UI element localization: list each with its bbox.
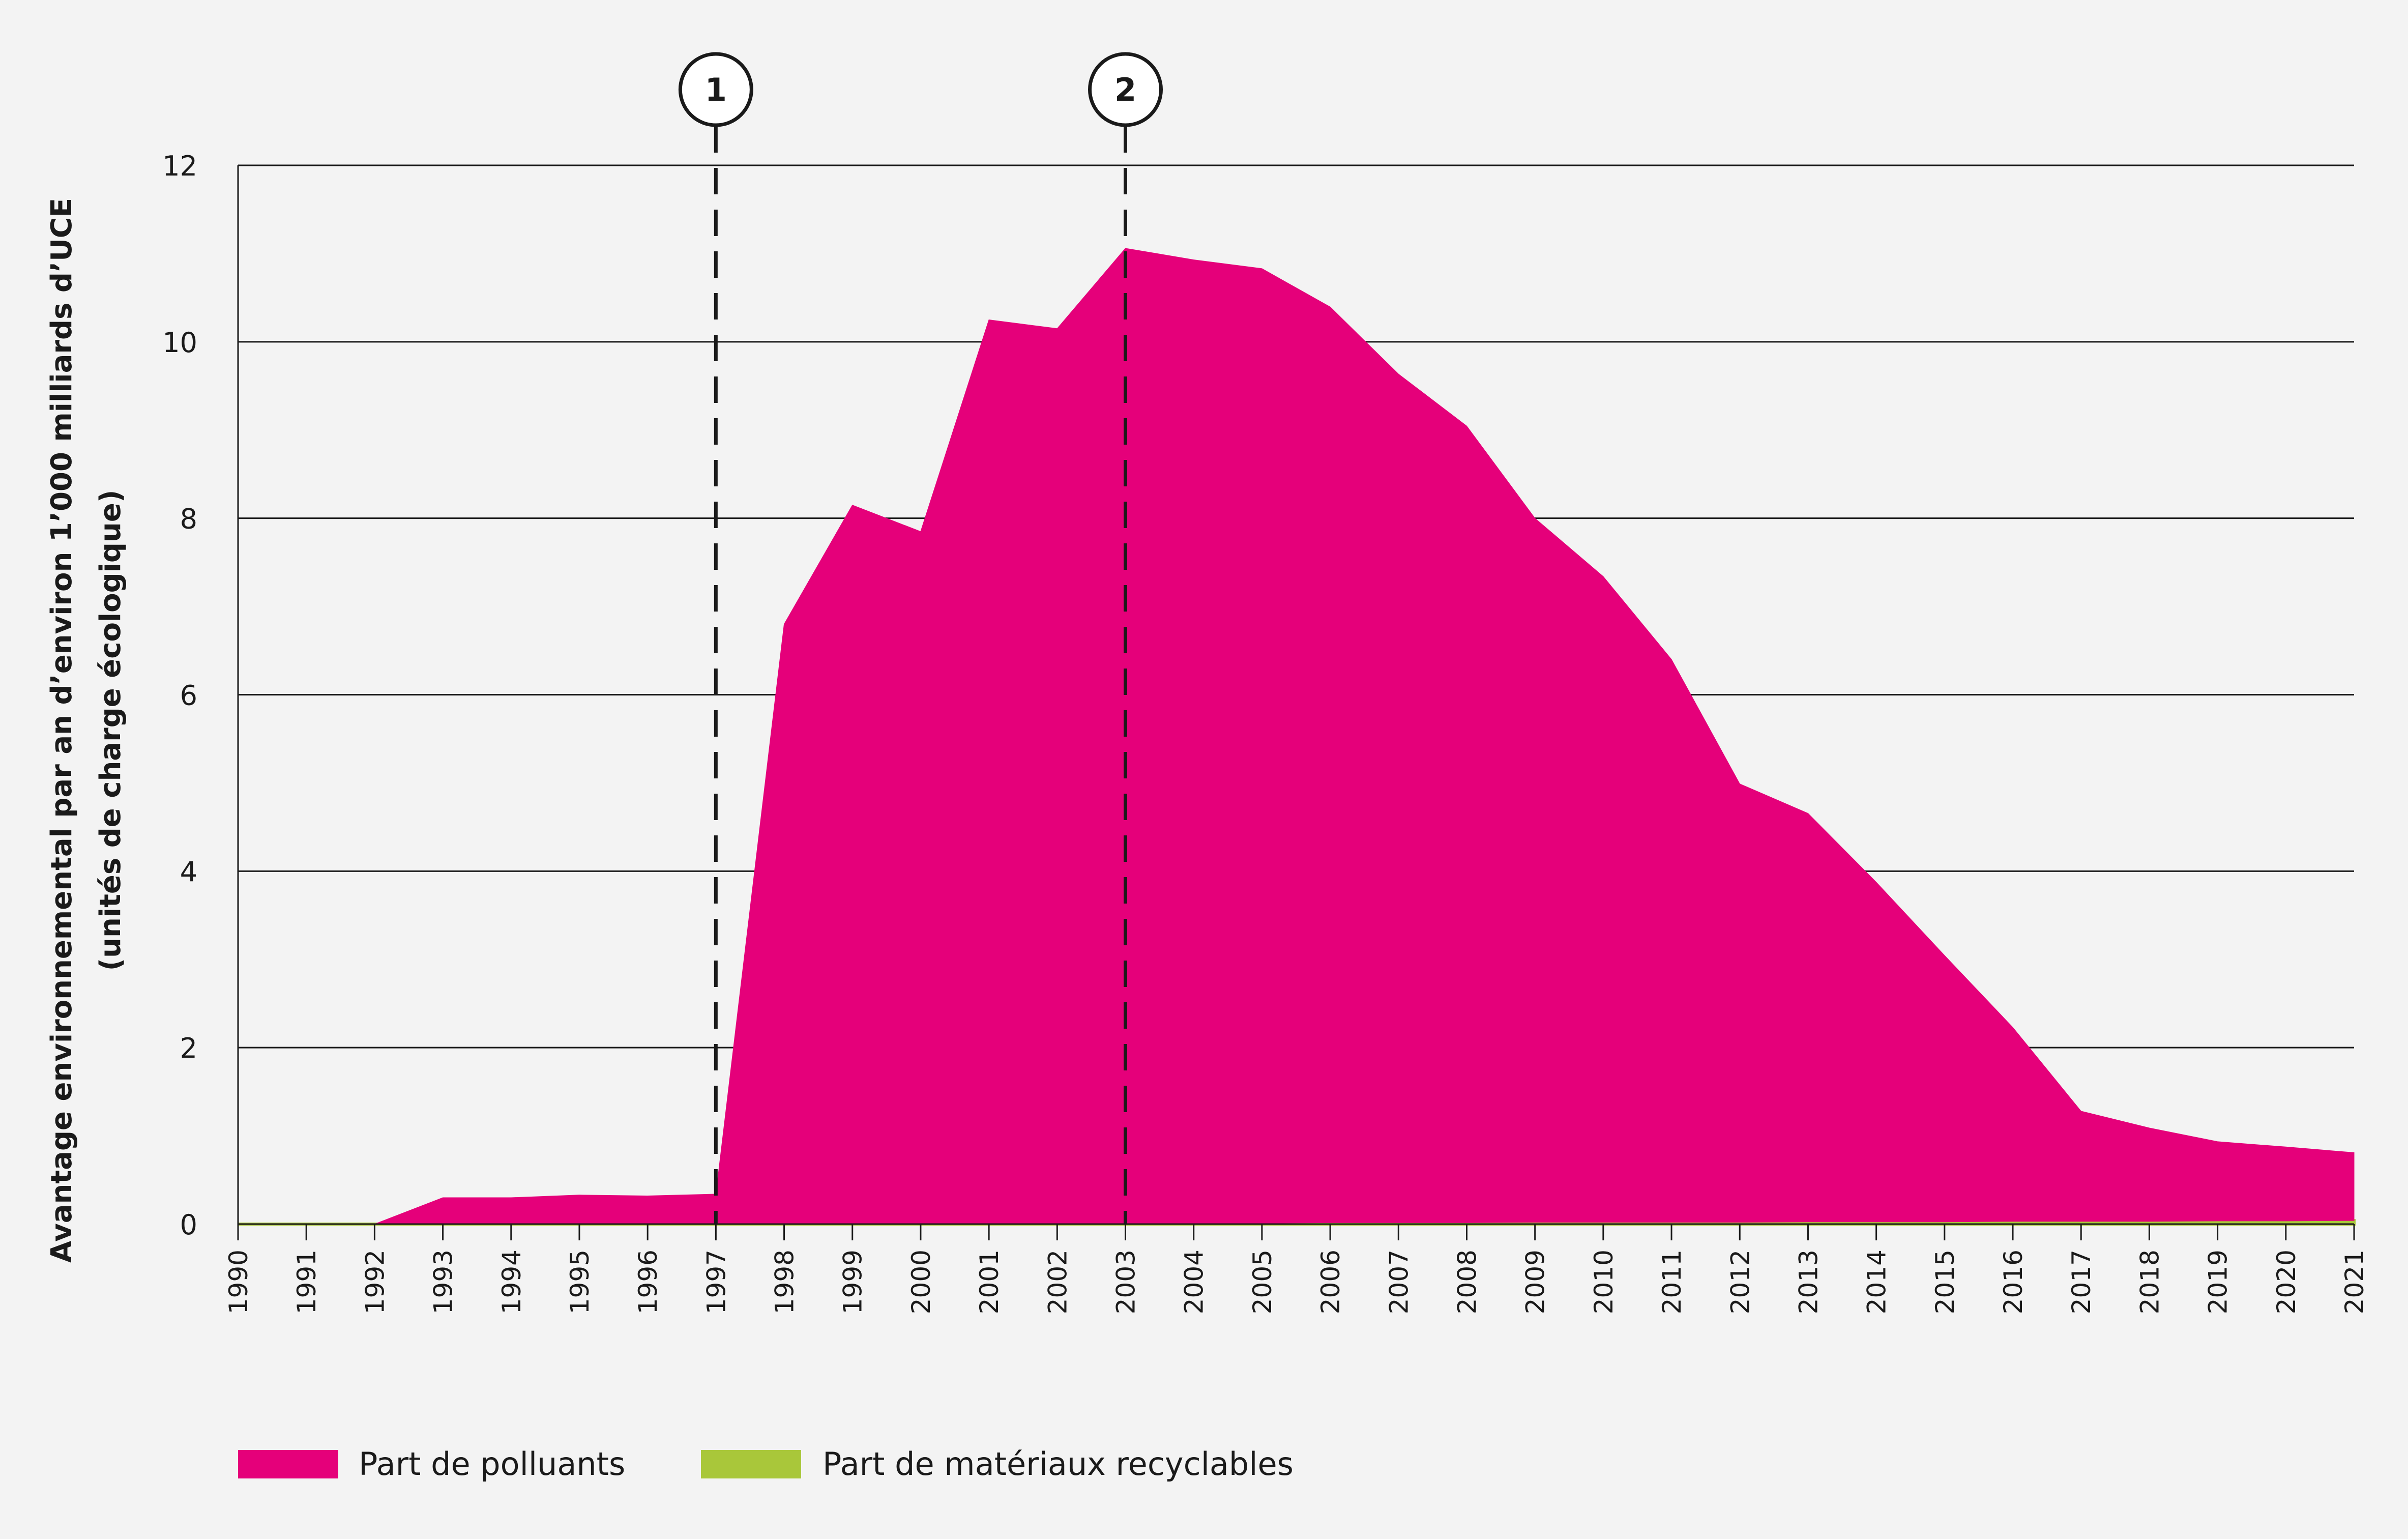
x-tick-label: 2000 xyxy=(906,1250,936,1314)
x-tick-label: 2012 xyxy=(1725,1250,1755,1314)
y-tick-label: 4 xyxy=(180,856,197,888)
x-tick-label: 1996 xyxy=(633,1250,663,1314)
x-tick-label: 1997 xyxy=(701,1250,731,1314)
x-tick-label: 2007 xyxy=(1384,1250,1414,1314)
x-tick-label: 2019 xyxy=(2204,1250,2233,1314)
x-tick-label: 2018 xyxy=(2135,1250,2164,1314)
x-tick-label: 2010 xyxy=(1589,1250,1619,1314)
y-tick-label: 0 xyxy=(180,1209,197,1241)
x-tick-label: 2011 xyxy=(1657,1250,1687,1314)
y-tick-label: 8 xyxy=(180,503,197,535)
legend-label: Part de matériaux recyclables xyxy=(823,1445,1294,1483)
y-tick-label: 10 xyxy=(162,327,197,359)
x-tick-label: 2001 xyxy=(975,1250,1004,1314)
legend: Part de polluants Part de matériaux recyc… xyxy=(238,1445,1294,1483)
x-tick-label: 2021 xyxy=(2340,1250,2369,1314)
x-tick-label: 2002 xyxy=(1043,1250,1072,1314)
x-tick-label: 1992 xyxy=(360,1250,390,1314)
x-tick-label: 2015 xyxy=(1930,1250,1960,1314)
marker-circle xyxy=(1088,52,1163,127)
area-series-polluants xyxy=(238,248,2355,1225)
y-tick-label: 2 xyxy=(180,1032,197,1064)
x-tick-label: 2006 xyxy=(1316,1250,1345,1314)
x-tick-label: 2004 xyxy=(1180,1250,1209,1314)
x-tick-label: 2014 xyxy=(1862,1250,1892,1314)
area-series xyxy=(238,248,2356,1226)
x-tick-label: 1998 xyxy=(770,1250,800,1314)
x-tick-label: 1995 xyxy=(565,1250,595,1314)
marker-label: 2 xyxy=(1114,71,1136,108)
marker-circle xyxy=(678,52,753,127)
y-axis-title-line-2: (unités de charge écologique) xyxy=(94,490,127,971)
x-tick-label: 2005 xyxy=(1248,1250,1277,1314)
legend-swatch xyxy=(238,1450,338,1478)
x-tick-label: 2009 xyxy=(1521,1250,1550,1314)
x-tick-label: 1991 xyxy=(292,1250,321,1314)
x-tick-label: 1994 xyxy=(497,1250,526,1314)
y-tick-label: 6 xyxy=(180,680,197,712)
marker-label: 1 xyxy=(705,71,727,108)
axes: 0 2 4 6 8 10 12 1990 1991 1992 1993 1994 1995 1996 199… xyxy=(45,150,2369,1314)
x-tick-label: 1993 xyxy=(429,1250,458,1314)
x-tick-label: 2020 xyxy=(2272,1250,2301,1314)
x-tick-label: 2017 xyxy=(2067,1250,2096,1314)
x-tick-label: 1990 xyxy=(224,1250,253,1314)
x-tick-label: 1999 xyxy=(838,1250,868,1314)
x-tick-label: 2016 xyxy=(1999,1250,2028,1314)
x-tick-label: 2008 xyxy=(1452,1250,1482,1314)
x-tick-label: 2013 xyxy=(1794,1250,1823,1314)
y-axis-title-line-1: Avantage environnemental par an d’enviro… xyxy=(45,198,78,1263)
y-tick-label: 12 xyxy=(162,150,197,182)
x-tick-label: 2003 xyxy=(1111,1250,1141,1314)
legend-label: Part de polluants xyxy=(359,1445,625,1483)
legend-swatch xyxy=(701,1450,801,1478)
